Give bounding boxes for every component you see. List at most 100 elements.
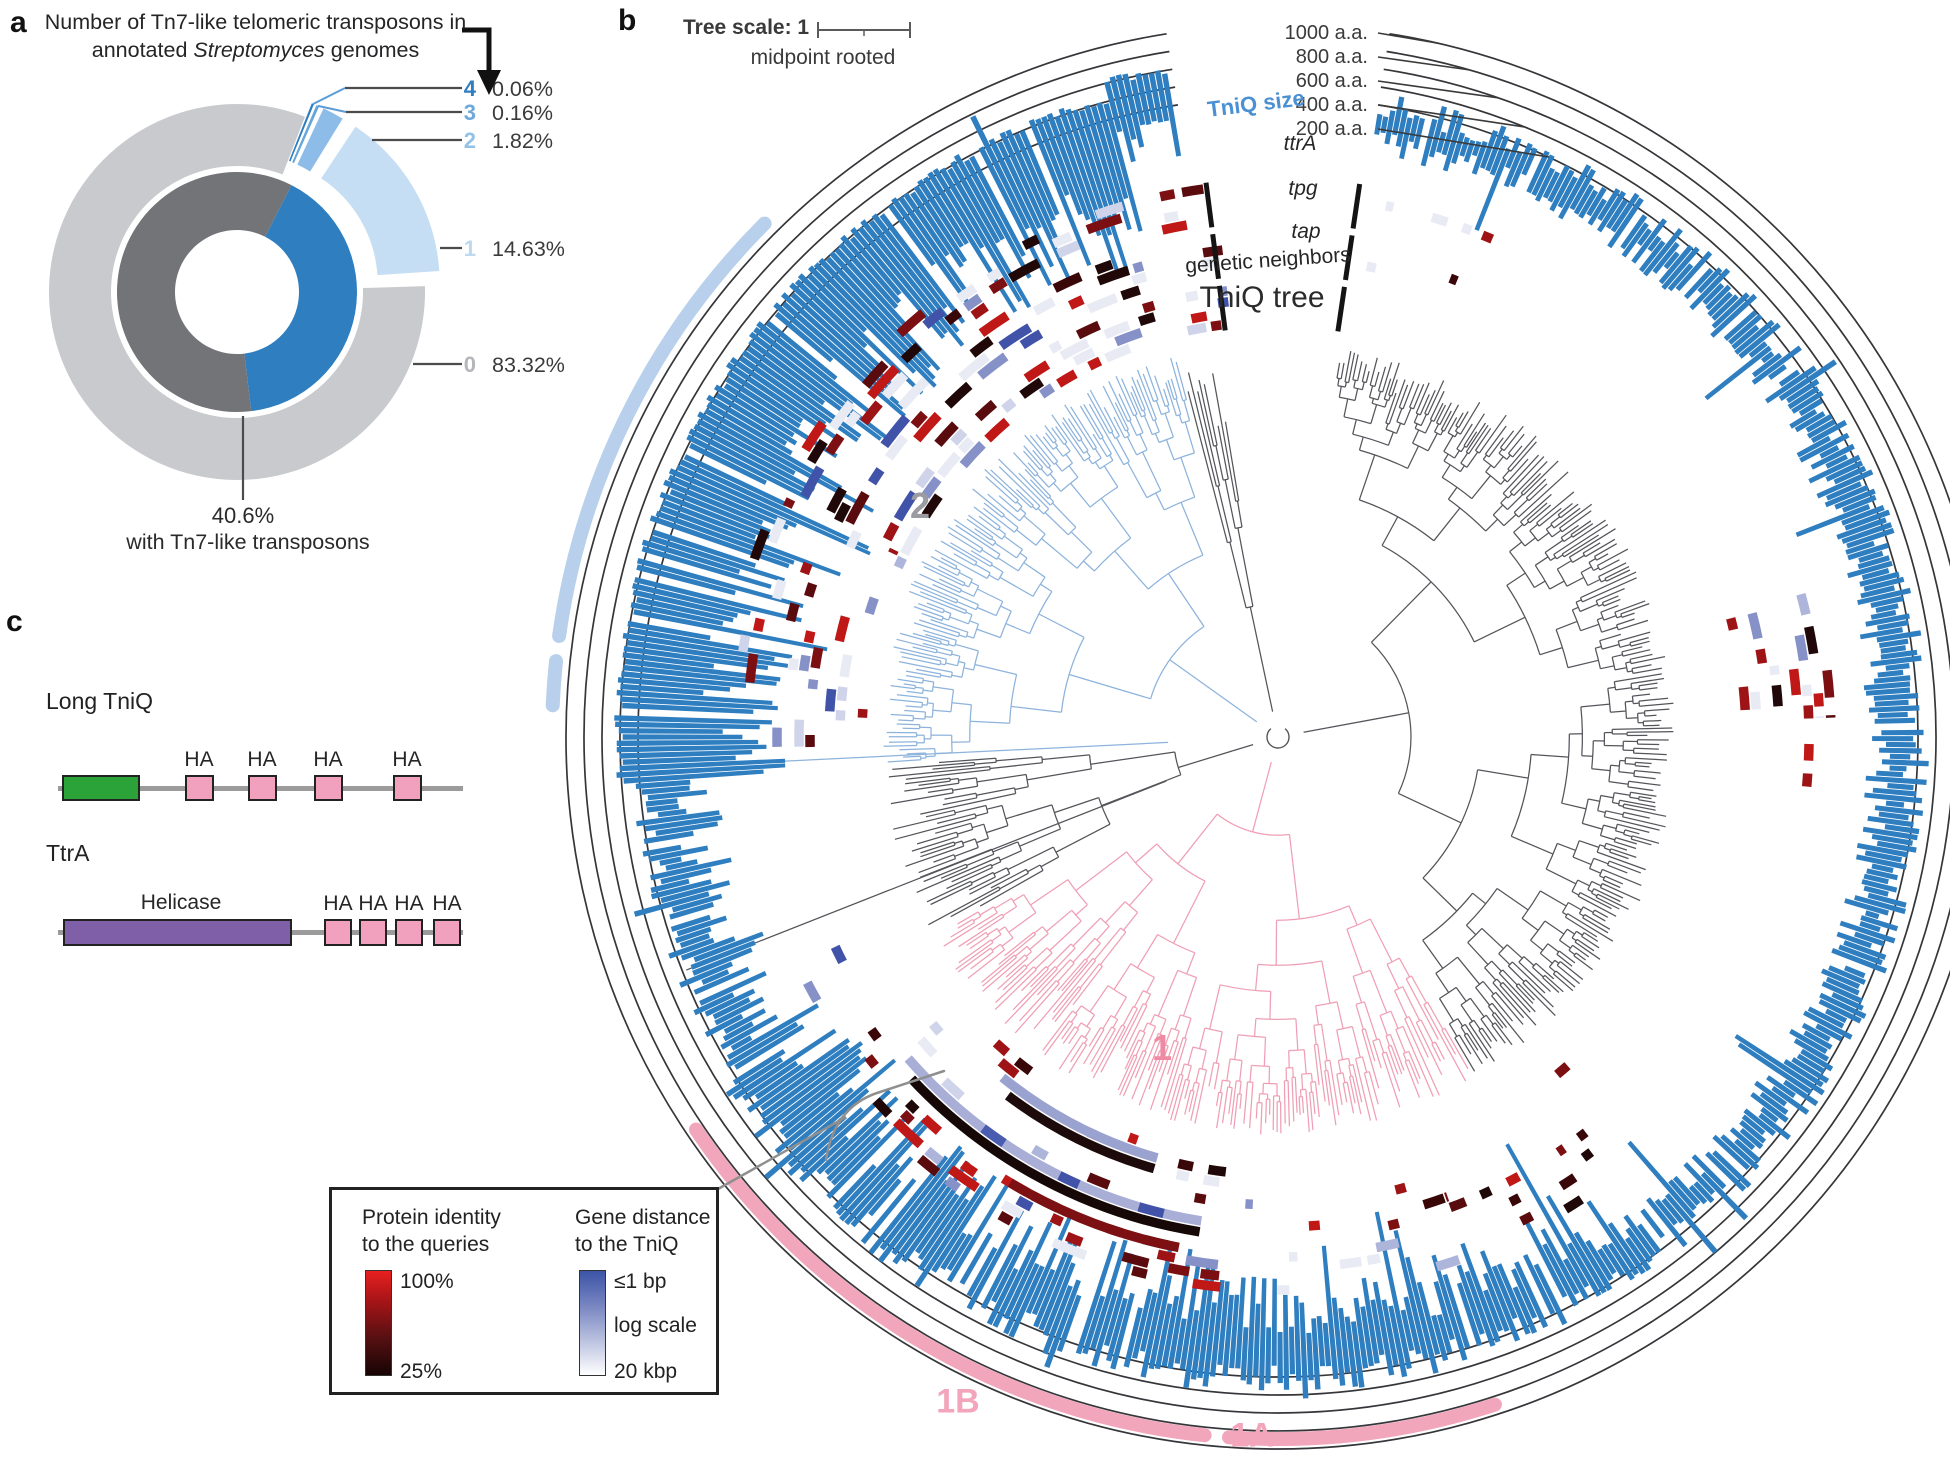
tree-branch — [1408, 1016, 1429, 1058]
neighbor-heatmap-block — [864, 596, 879, 615]
tree-branch — [1262, 1083, 1265, 1094]
tree-branch — [1228, 1081, 1231, 1088]
tree-branch — [1134, 1051, 1147, 1078]
neighbor-heatmap-block — [1001, 398, 1017, 413]
title-arrow — [462, 27, 501, 95]
tniq-size-bar — [1831, 948, 1888, 974]
clade-2-marker-tick — [545, 654, 563, 713]
tniq-size-bar — [1844, 965, 1866, 979]
tree-branch — [1491, 995, 1513, 1022]
tniq-size-bar — [939, 167, 1022, 303]
tniq-size-bar — [1459, 136, 1470, 157]
tree-connector-arc — [1414, 421, 1422, 427]
ring-label-400aa: 400 a.a. — [1295, 94, 1368, 116]
tniq-size-bar — [1654, 1198, 1678, 1226]
tree-branch — [1004, 931, 1035, 957]
tree-branch — [1634, 769, 1661, 774]
donut-leader-diagonal — [312, 87, 346, 105]
tniq-size-bar — [1815, 1023, 1843, 1042]
tree-branch — [1433, 507, 1461, 542]
tniq-size-bar — [676, 915, 728, 937]
neighbor-heatmap-block — [1131, 1265, 1148, 1279]
tniq-size-bar — [619, 758, 786, 772]
tniq-size-bar — [988, 138, 1054, 268]
tree-branch — [1595, 588, 1625, 602]
tree-connector-arc — [1052, 846, 1060, 858]
tniq-size-bar — [1344, 1316, 1359, 1387]
tniq-size-bar — [879, 213, 966, 324]
tree-connector-arc — [1399, 406, 1404, 410]
tree-branch — [1597, 810, 1606, 814]
tree-branch — [1513, 523, 1524, 533]
tree-branch — [1622, 816, 1666, 828]
tree-connector-arc — [921, 678, 925, 684]
tniq-size-bar — [1096, 102, 1129, 200]
tree-connector-arc — [1147, 1022, 1156, 1027]
tree-branch — [976, 773, 1027, 783]
tniq-size-bar — [891, 197, 973, 309]
tree-branch — [1394, 990, 1408, 1018]
tniq-size-bar — [1789, 1028, 1828, 1054]
tniq-size-bar — [765, 320, 838, 381]
tree-branch — [1258, 1093, 1261, 1103]
tree-branch — [1155, 400, 1162, 415]
tree-branch — [1460, 1004, 1473, 1022]
tree-branch — [1049, 497, 1055, 503]
tree-connector-arc — [1013, 527, 1019, 533]
tree-branch — [1236, 500, 1243, 528]
tniq-size-bar — [1549, 169, 1575, 212]
tniq-size-bar — [1028, 119, 1092, 267]
tree-branch — [1544, 920, 1565, 935]
tree-branch — [1596, 851, 1646, 871]
tniq-size-bar — [622, 632, 775, 662]
tree-branch — [1465, 924, 1477, 936]
tniq-size-bar — [808, 265, 917, 374]
tniq-size-bar — [725, 377, 801, 429]
tree-connector-arc — [1638, 685, 1641, 691]
tree-connector-arc — [1629, 792, 1632, 798]
tree-connector-arc — [1343, 1081, 1348, 1084]
tniq-size-bar — [1819, 445, 1840, 459]
tree-branch — [975, 563, 991, 574]
tree-branch — [1019, 552, 1028, 559]
tniq-size-bar — [655, 821, 718, 836]
tniq-size-bar — [966, 1209, 1025, 1310]
tree-branch — [1143, 415, 1153, 435]
tree-branch — [1595, 645, 1602, 649]
tree-branch — [1024, 434, 1051, 467]
tree-branch — [1215, 1092, 1223, 1129]
tniq-size-bar — [1523, 1254, 1556, 1315]
tree-branch — [1630, 655, 1666, 665]
tree-branch — [890, 792, 954, 805]
tree-branch — [1264, 1099, 1268, 1124]
tree-branch — [1491, 1014, 1504, 1029]
tree-branch — [932, 709, 952, 713]
tree-branch — [1431, 1043, 1442, 1062]
tree-branch — [1387, 1046, 1399, 1075]
tree-branch — [1614, 673, 1662, 683]
tree-branch — [1072, 937, 1096, 963]
tree-branch — [998, 466, 1041, 507]
tniq-size-bar — [650, 878, 690, 893]
tree-branch — [1627, 786, 1654, 792]
tniq-size-bar — [1791, 390, 1824, 414]
tree-branch — [999, 576, 1034, 597]
tree-branch — [1237, 527, 1254, 607]
tree-branch — [1555, 970, 1576, 988]
tniq-size-bar — [1132, 1288, 1153, 1359]
neighbor-heatmap-block — [1435, 1255, 1461, 1272]
tniq-size-bar — [844, 1163, 900, 1226]
tree-branch — [1435, 972, 1450, 993]
tree-branch — [906, 690, 923, 695]
tniq-size-bar — [1374, 1211, 1412, 1370]
tree-connector-arc — [953, 854, 957, 859]
tree-branch — [950, 889, 1001, 918]
tniq-size-bar — [1393, 1230, 1429, 1360]
tniq-size-bar — [774, 311, 834, 363]
neighbor-heatmap-block — [1801, 773, 1813, 788]
tree-branch — [1165, 382, 1177, 416]
tree-branch — [1023, 515, 1046, 535]
tree-connector-arc — [1136, 449, 1148, 456]
tree-branch — [1178, 414, 1183, 424]
tniq-size-bar — [1844, 898, 1889, 916]
